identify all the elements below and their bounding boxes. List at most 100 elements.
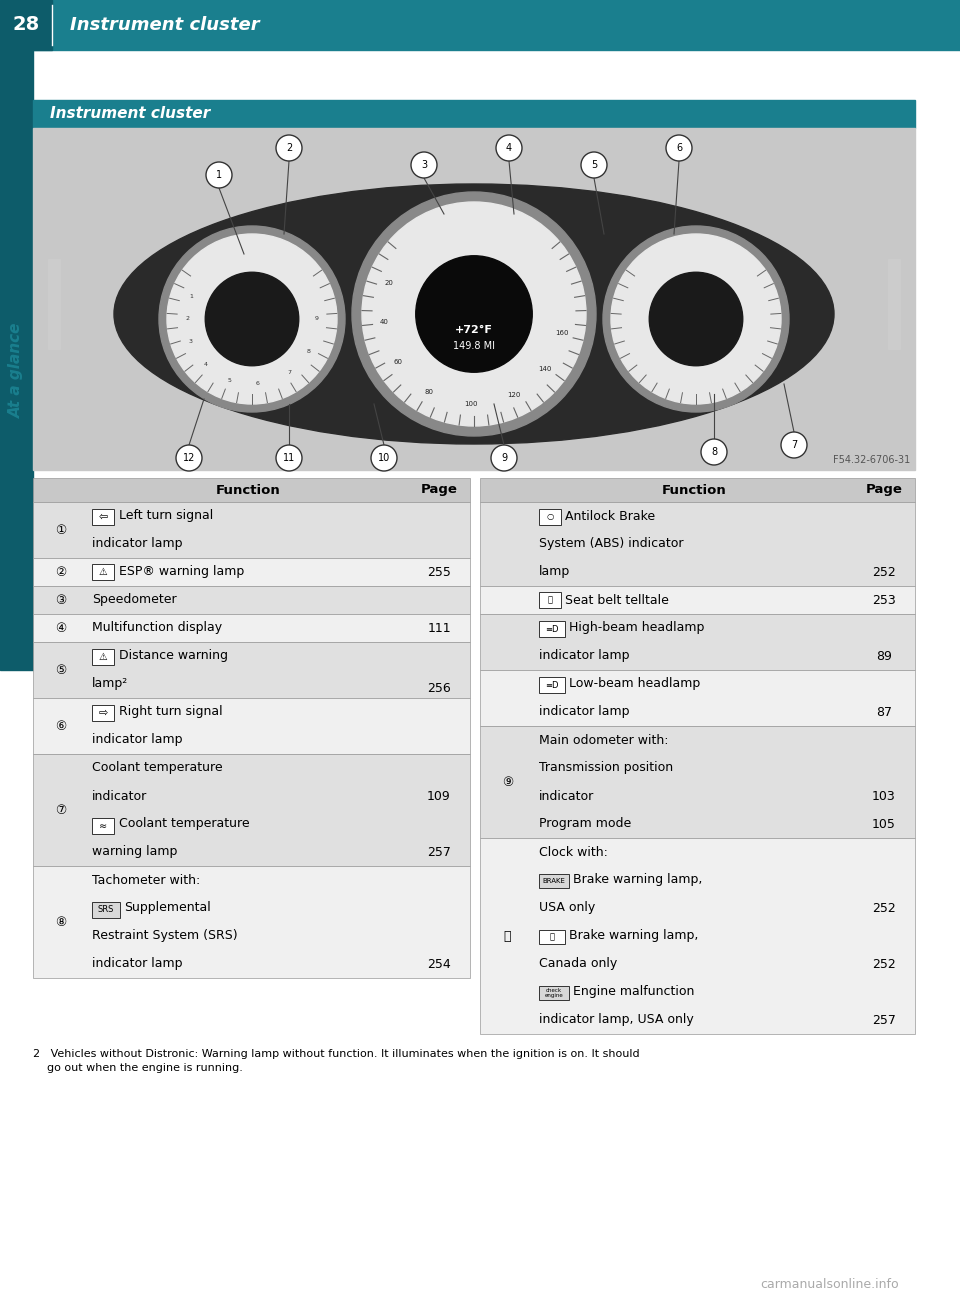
Circle shape (276, 135, 302, 161)
Text: Engine malfunction: Engine malfunction (573, 986, 694, 999)
Bar (480, 671, 915, 727)
Bar (0, 49, 33, 671)
Text: ①: ① (55, 523, 66, 536)
Bar (480, 727, 915, 838)
Text: 1: 1 (216, 171, 222, 180)
Text: ④: ④ (55, 621, 66, 634)
Text: 87: 87 (876, 706, 892, 719)
Text: 2   Vehicles without Distronic: Warning lamp without function. It illuminates wh: 2 Vehicles without Distronic: Warning la… (33, 1049, 639, 1059)
Text: indicator lamp: indicator lamp (92, 957, 182, 970)
Text: 254: 254 (427, 957, 451, 970)
Bar (539, 592, 561, 608)
Circle shape (205, 272, 299, 366)
Text: 160: 160 (555, 329, 568, 336)
Text: 60: 60 (394, 358, 402, 365)
Bar (539, 874, 569, 888)
Bar (92, 564, 114, 579)
Circle shape (701, 439, 727, 465)
Circle shape (649, 272, 743, 366)
Text: 9: 9 (501, 453, 507, 464)
Text: Left turn signal: Left turn signal (119, 509, 213, 522)
Bar (33, 559, 470, 586)
Circle shape (611, 234, 781, 404)
Text: 252: 252 (872, 957, 896, 970)
Circle shape (666, 135, 692, 161)
Bar (92, 648, 114, 665)
Text: 6: 6 (255, 381, 259, 387)
Bar (539, 986, 569, 1000)
Text: Speedometer: Speedometer (92, 594, 177, 607)
Text: Main odometer with:: Main odometer with: (539, 733, 668, 746)
Text: 257: 257 (427, 845, 451, 858)
Text: ⑦: ⑦ (55, 803, 66, 816)
Text: ⚠: ⚠ (99, 566, 108, 577)
Text: Coolant temperature: Coolant temperature (119, 818, 250, 831)
Text: System (ABS) indicator: System (ABS) indicator (539, 538, 684, 551)
Circle shape (371, 445, 397, 471)
Bar (92, 818, 114, 835)
Text: 20: 20 (385, 280, 394, 286)
Text: Transmission position: Transmission position (539, 762, 673, 775)
Text: 253: 253 (872, 594, 896, 607)
Bar (539, 930, 565, 944)
Text: 252: 252 (872, 901, 896, 914)
Circle shape (362, 202, 586, 426)
Bar (92, 704, 114, 721)
Text: 2: 2 (286, 143, 292, 154)
Text: ⑨: ⑨ (502, 776, 514, 789)
Text: 255: 255 (427, 565, 451, 578)
Text: 12: 12 (182, 453, 195, 464)
Text: ≡D: ≡D (545, 681, 559, 690)
Circle shape (167, 234, 337, 404)
Text: lamp²: lamp² (92, 677, 129, 690)
Text: Distance warning: Distance warning (119, 650, 228, 663)
Circle shape (352, 191, 596, 436)
Text: 1: 1 (189, 294, 193, 299)
Bar (480, 478, 915, 503)
Circle shape (603, 227, 789, 411)
Text: 8: 8 (306, 349, 310, 354)
Circle shape (491, 445, 517, 471)
Text: 5: 5 (590, 160, 597, 171)
Circle shape (411, 152, 437, 178)
Text: 11: 11 (283, 453, 295, 464)
Text: lamp: lamp (539, 565, 570, 578)
Text: 5: 5 (228, 378, 231, 383)
Text: ⇦: ⇦ (98, 512, 108, 522)
Text: Coolant temperature: Coolant temperature (92, 762, 223, 775)
Text: 3: 3 (189, 339, 193, 344)
Text: Page: Page (866, 483, 902, 496)
Bar (0, 0, 52, 49)
Text: ⑥: ⑥ (55, 720, 66, 733)
Text: indicator lamp, USA only: indicator lamp, USA only (539, 1013, 694, 1026)
Text: Function: Function (661, 483, 727, 496)
Text: 256: 256 (427, 681, 451, 694)
Text: Tachometer with:: Tachometer with: (92, 874, 201, 887)
Text: 120: 120 (507, 392, 520, 398)
Text: ≈: ≈ (99, 822, 108, 831)
Text: Instrument cluster: Instrument cluster (70, 16, 259, 34)
Circle shape (176, 445, 202, 471)
Text: 149.8 MI: 149.8 MI (453, 341, 495, 352)
Text: Canada only: Canada only (539, 957, 617, 970)
Text: At a glance: At a glance (9, 323, 23, 418)
Text: 105: 105 (872, 818, 896, 831)
Text: F54.32-6706-31: F54.32-6706-31 (832, 454, 910, 465)
Bar (33, 478, 470, 503)
Bar (539, 621, 565, 637)
Text: 10: 10 (378, 453, 390, 464)
Text: 111: 111 (427, 621, 451, 634)
Text: ○: ○ (546, 513, 554, 522)
Circle shape (159, 227, 345, 411)
Text: 4: 4 (204, 362, 208, 367)
Bar (33, 754, 470, 866)
Text: 80: 80 (424, 389, 434, 395)
Ellipse shape (114, 184, 834, 444)
Text: 7: 7 (287, 370, 291, 375)
Text: check
engine: check engine (544, 988, 564, 999)
Text: 257: 257 (872, 1013, 896, 1026)
Text: 4: 4 (506, 143, 512, 154)
Text: warning lamp: warning lamp (92, 845, 178, 858)
Text: +72°F: +72°F (455, 326, 492, 335)
Text: 252: 252 (872, 565, 896, 578)
